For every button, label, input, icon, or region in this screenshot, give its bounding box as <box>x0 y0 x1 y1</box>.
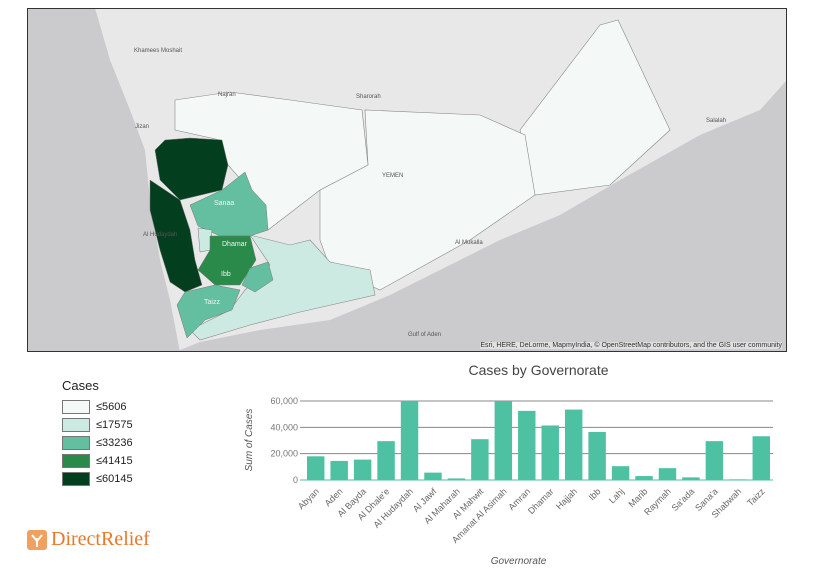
x-tick-label: Ibb <box>587 486 603 502</box>
direct-relief-logo: DirectRelief <box>26 528 150 551</box>
bar-dhamar <box>541 425 559 480</box>
bar-aden <box>330 460 348 480</box>
region-taizz <box>176 284 241 339</box>
bar-hajjah <box>564 409 583 480</box>
label-mukalla: Al Mukalla <box>455 240 483 246</box>
label-yemen: YEMEN <box>382 173 403 179</box>
bar-chart: Cases by Governorate 0 20,000 40,000 60,000 S… <box>244 362 773 567</box>
label-jizan: Jizan <box>135 124 149 130</box>
region-hudaydah <box>149 179 203 293</box>
chart-title: Cases by Governorate <box>468 362 608 378</box>
region-saada-hajjah <box>154 137 229 201</box>
x-tick-label: Taizz <box>745 486 767 508</box>
label-taizz: Taizz <box>204 299 220 306</box>
legend-label: ≤33236 <box>96 437 133 449</box>
label-ibb: Ibb <box>221 271 231 278</box>
red-sea <box>28 9 180 351</box>
x-tick-label: Dhamar <box>526 486 556 516</box>
x-axis-label: Governorate <box>491 556 547 567</box>
legend-label: ≤17575 <box>96 419 133 431</box>
region-bayda <box>241 261 274 293</box>
legend-item: ≤5606 <box>62 398 133 416</box>
bar-marib <box>635 476 653 480</box>
region-dhamar-ibb <box>197 235 257 286</box>
x-tick-label: Sa'ada <box>670 486 697 513</box>
bar-al-mahwit <box>471 439 489 480</box>
legend-swatch <box>62 436 90 450</box>
label-sharorah: Sharorah <box>356 94 381 100</box>
bar-sana-a <box>705 441 724 480</box>
label-dhamar: Dhamar <box>222 241 248 248</box>
x-tick-label: Lahj <box>607 486 626 505</box>
label-khamees: Khamees Moshait <box>134 48 182 54</box>
map-canvas: Khamees Moshait Najran Sharorah Jizan YE… <box>28 9 786 351</box>
y-tick-label: 40,000 <box>270 422 298 432</box>
y-tick-label: 20,000 <box>270 449 298 459</box>
bar-al-jawf <box>424 472 442 480</box>
bar-amran <box>518 410 536 480</box>
bar-raymah <box>658 468 677 480</box>
legend-item: ≤33236 <box>62 434 133 452</box>
bar-ibb <box>588 431 606 480</box>
bar-al-hudaydah <box>400 400 419 480</box>
label-salalah: Salalah <box>706 118 726 124</box>
region-south <box>189 234 376 341</box>
logo-text: DirectRelief <box>51 528 150 550</box>
bar-shabwah <box>729 479 747 480</box>
y-axis-label: Sum of Cases <box>244 409 255 472</box>
bar-al-maharah <box>447 478 466 480</box>
legend-label: ≤41415 <box>96 455 133 467</box>
x-tick-label: Abyan <box>296 486 321 511</box>
bar-amanat-al-asimah <box>494 401 513 480</box>
bar-sa-ada <box>682 477 700 480</box>
legend-swatch <box>62 418 90 432</box>
legend-label: ≤5606 <box>96 401 127 413</box>
y-tick-label: 0 <box>293 475 298 485</box>
gulf-of-aden <box>177 81 786 351</box>
legend-swatch <box>62 454 90 468</box>
bar-al-dhale-e <box>377 441 395 480</box>
label-najran: Najran <box>218 92 236 98</box>
label-sanaa: Sanaa <box>214 200 234 207</box>
bar-lahj <box>611 466 630 480</box>
region-marib-jawf <box>174 91 369 231</box>
legend-swatch <box>62 400 90 414</box>
logo-icon <box>27 529 47 550</box>
legend-item: ≤17575 <box>62 416 133 434</box>
bar-abyan <box>307 456 325 480</box>
y-tick-label: 60,000 <box>270 396 298 406</box>
label-gulf: Gulf of Aden <box>408 332 441 338</box>
bar-al-bayda <box>353 459 372 480</box>
legend-item: ≤41415 <box>62 452 133 470</box>
legend-swatch <box>62 472 90 486</box>
x-tick-label: Hajjah <box>554 486 579 511</box>
legend-label: ≤60145 <box>96 473 133 485</box>
bar-taizz <box>752 436 770 480</box>
legend: Cases ≤5606 ≤17575 ≤33236 ≤41415 ≤60145 <box>62 378 133 488</box>
label-hudaydah: Al Hudaydah <box>143 232 177 238</box>
map-attribution: Esri, HERE, DeLorme, MapmyIndia, © OpenS… <box>480 342 782 349</box>
legend-item: ≤60145 <box>62 470 133 488</box>
legend-title: Cases <box>62 378 99 393</box>
choropleth-map[interactable]: Khamees Moshait Najran Sharorah Jizan YE… <box>27 8 787 352</box>
